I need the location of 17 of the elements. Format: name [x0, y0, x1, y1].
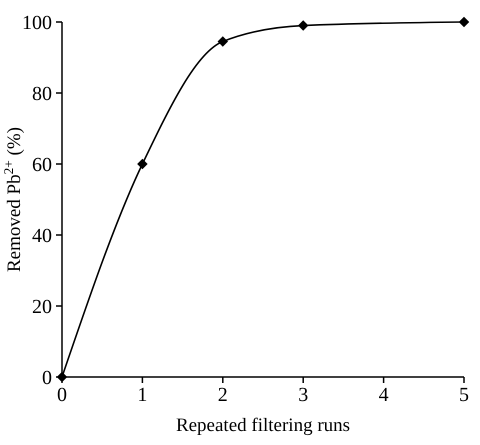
- x-tick-label: 1: [137, 384, 148, 406]
- point: [298, 20, 308, 31]
- x-tick-label: 4: [378, 384, 389, 406]
- y-tick-label: 80: [32, 83, 52, 105]
- x-axis-title: Repeated filtering runs: [176, 415, 350, 436]
- point: [218, 36, 228, 47]
- y-tick-label: 0: [42, 367, 52, 389]
- x-tick-label: 2: [218, 384, 228, 406]
- y-tick-label: 20: [32, 296, 52, 318]
- y-tick-label: 40: [32, 225, 52, 247]
- x-tick-label: 5: [459, 384, 469, 406]
- y-tick-label: 60: [32, 154, 52, 176]
- y-tick-label: 100: [22, 12, 52, 34]
- x-tick-label: 0: [57, 384, 67, 406]
- x-tick-label: 3: [298, 384, 308, 406]
- point: [137, 158, 148, 170]
- point: [458, 16, 470, 28]
